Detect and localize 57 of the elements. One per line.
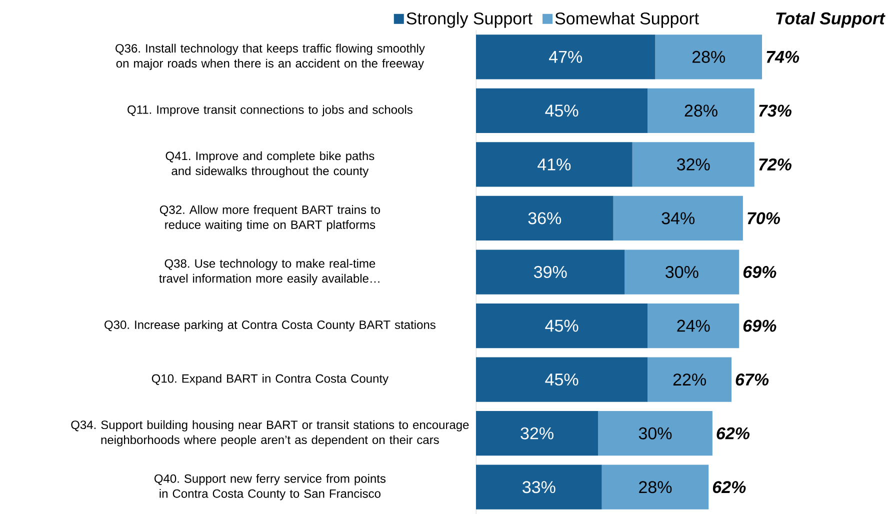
total-label: 74%	[766, 50, 800, 63]
data-label: 30%	[666, 266, 698, 278]
y-tick-label: Q40. Support new ferry service from points in Contra Costa County to San Francisco	[154, 474, 386, 500]
bar	[476, 34, 656, 80]
total-label: 72%	[759, 158, 792, 170]
data-label: 24%	[677, 320, 710, 332]
y-tick-label: Q36. Install technology that keeps traffic flowing smoothly on major roads when there is an accident on the freeway	[116, 44, 425, 70]
data-label: 47%	[549, 50, 582, 63]
data-label: 45%	[545, 374, 578, 386]
text: Total Support	[776, 12, 886, 28]
data-label: 34%	[662, 212, 695, 224]
data-label: 28%	[639, 481, 672, 494]
bar	[476, 142, 632, 187]
bar	[655, 34, 762, 80]
data-label: 33%	[522, 481, 556, 494]
bar	[648, 303, 740, 348]
data-label: 45%	[545, 320, 578, 332]
bar	[648, 88, 754, 133]
total-label: 62%	[716, 427, 750, 440]
bar	[632, 142, 754, 187]
data-label: 36%	[528, 212, 562, 224]
legend-label: Somewhat Support	[555, 12, 699, 28]
bar	[602, 464, 709, 510]
y-tick-label: Q32. Allow more frequent BART trains to reduce waiting time on BART platforms	[160, 205, 380, 232]
bar	[476, 303, 648, 348]
y-tick-label: Q34. Support building housing near BART or transit stations to encourage neighborhoods where people aren’t as dependent on their cars	[71, 420, 469, 446]
bar	[476, 411, 598, 456]
y-tick-label: Q38. Use technology to make real-time travel information more easily available…	[159, 258, 380, 286]
bar	[476, 464, 602, 510]
bar	[476, 196, 614, 241]
total-label: 69%	[743, 266, 776, 278]
total-label: 62%	[712, 481, 746, 494]
bar	[476, 250, 625, 294]
total-label: 69%	[743, 320, 776, 332]
y-tick-label: Q30. Increase parking at Contra Costa County BART stations	[104, 320, 436, 332]
data-label: 32%	[520, 427, 554, 440]
total-label: 67%	[736, 374, 769, 386]
data-label: 28%	[684, 104, 718, 117]
bar	[648, 357, 732, 402]
bar	[598, 411, 712, 456]
y-tick-label: Q41. Improve and complete bike paths and sidewalks throughout the county	[166, 151, 374, 178]
bar	[613, 196, 743, 241]
total-label: 73%	[759, 104, 792, 117]
bar	[624, 250, 740, 294]
total-label: 70%	[748, 212, 780, 224]
legend-label: Strongly Support	[406, 12, 532, 28]
data-label: 28%	[692, 50, 726, 63]
data-label: 45%	[545, 104, 578, 117]
data-label: 39%	[534, 266, 567, 278]
data-label: 32%	[677, 158, 710, 170]
data-label: 22%	[673, 374, 706, 386]
bar	[476, 357, 648, 402]
data-label: 30%	[638, 427, 672, 440]
y-tick-label: Q11. Improve transit connections to jobs and schools	[128, 105, 412, 116]
bar	[476, 88, 648, 133]
y-tick-label: Q10. Expand BART in Contra Costa County	[152, 374, 389, 386]
data-label: 41%	[538, 158, 571, 170]
